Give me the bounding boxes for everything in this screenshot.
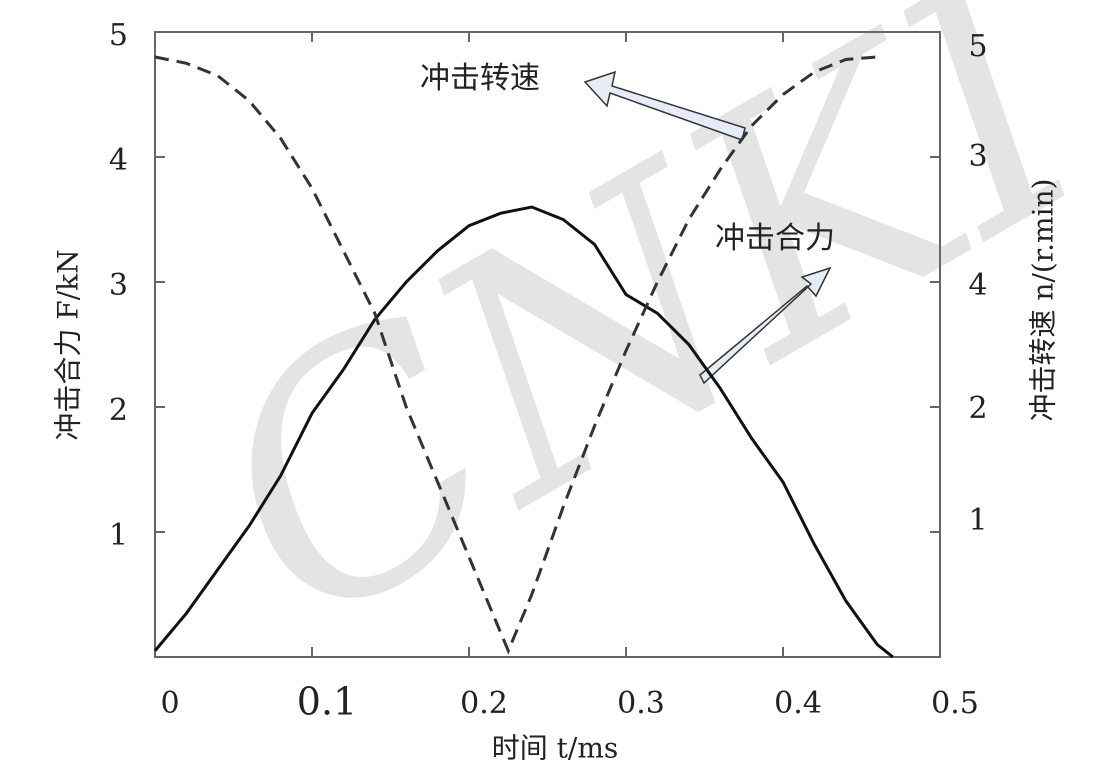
y2-tick-label: 1: [968, 503, 987, 538]
watermark: CNKI: [152, 0, 1095, 701]
y-tick-label: 4: [109, 143, 128, 178]
y-tick-label: 3: [109, 268, 128, 303]
y-tick-label: 1: [109, 518, 128, 553]
x-axis-label: 时间 t/ms: [492, 732, 619, 765]
annotation: 冲击转速: [420, 61, 540, 96]
arrow: [699, 266, 832, 385]
x-tick-label: 0: [160, 686, 179, 721]
x-tick-label: 0.4: [774, 686, 822, 721]
annotation: 冲击合力: [715, 221, 835, 256]
y-tick-label: 2: [109, 393, 128, 428]
x-tick-label: 0.2: [460, 686, 508, 721]
y-tick-label: 5: [109, 18, 128, 53]
y2-tick-label: 3: [968, 139, 987, 174]
x-tick-label: 0.1: [297, 680, 357, 724]
plot-frame: [154, 31, 941, 658]
line: [154, 55, 878, 655]
y2-axis-label: 冲击转速 n/(r.min): [1027, 179, 1060, 422]
line: [153, 205, 894, 659]
y-axis-label: 冲击合力 F/kN: [52, 249, 85, 440]
y2-tick-label: 4: [968, 268, 987, 303]
y2-tick-label: 2: [968, 391, 987, 426]
x-tick-label: 0.5: [931, 686, 979, 721]
x-tick-label: 0.3: [617, 686, 665, 721]
arrow: [583, 70, 746, 141]
y2-tick-label: 5: [968, 29, 987, 64]
